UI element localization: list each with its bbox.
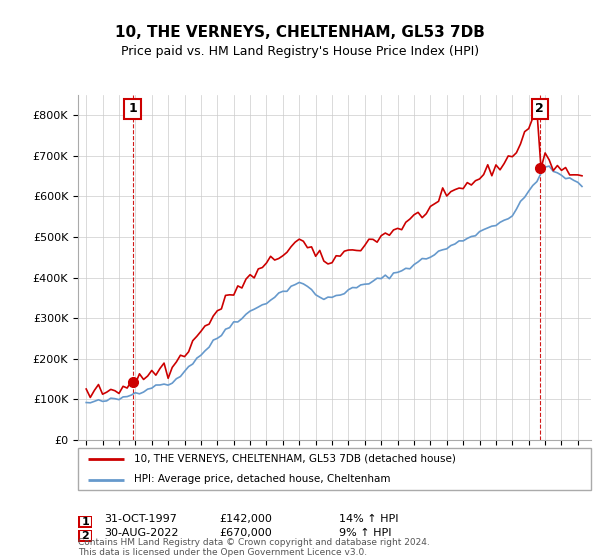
Text: 2: 2 [535, 102, 544, 115]
FancyBboxPatch shape [79, 516, 92, 528]
Text: 30-AUG-2022: 30-AUG-2022 [104, 529, 178, 539]
Text: 14% ↑ HPI: 14% ↑ HPI [339, 515, 398, 525]
Text: £670,000: £670,000 [219, 529, 272, 539]
Text: Price paid vs. HM Land Registry's House Price Index (HPI): Price paid vs. HM Land Registry's House … [121, 45, 479, 58]
FancyBboxPatch shape [79, 530, 92, 542]
Text: 1: 1 [128, 102, 137, 115]
Text: Contains HM Land Registry data © Crown copyright and database right 2024.
This d: Contains HM Land Registry data © Crown c… [78, 538, 430, 557]
Text: 10, THE VERNEYS, CHELTENHAM, GL53 7DB: 10, THE VERNEYS, CHELTENHAM, GL53 7DB [115, 25, 485, 40]
Text: £142,000: £142,000 [219, 515, 272, 525]
Text: 2: 2 [82, 531, 89, 541]
Text: 10, THE VERNEYS, CHELTENHAM, GL53 7DB (detached house): 10, THE VERNEYS, CHELTENHAM, GL53 7DB (d… [134, 454, 457, 464]
Text: HPI: Average price, detached house, Cheltenham: HPI: Average price, detached house, Chel… [134, 474, 391, 484]
Text: 1: 1 [82, 517, 89, 527]
Text: 31-OCT-1997: 31-OCT-1997 [104, 515, 176, 525]
Text: 9% ↑ HPI: 9% ↑ HPI [339, 529, 391, 539]
FancyBboxPatch shape [78, 448, 591, 490]
